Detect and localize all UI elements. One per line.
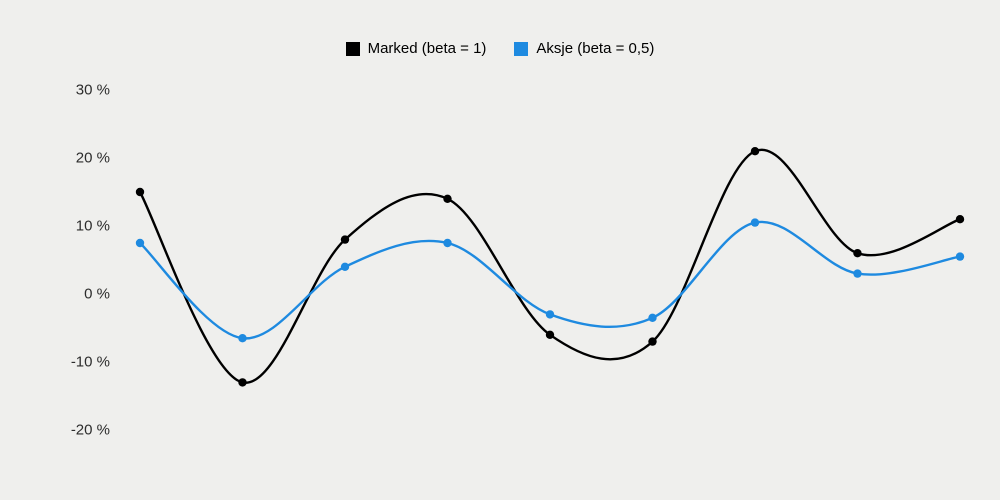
- series-marker: [136, 239, 144, 247]
- beta-line-chart: Marked (beta = 1) Aksje (beta = 0,5) 30 …: [0, 0, 1000, 500]
- series-marker: [853, 249, 861, 257]
- series-marker: [956, 252, 964, 260]
- series-marker: [546, 331, 554, 339]
- series-marker: [136, 188, 144, 196]
- series-marker: [238, 378, 246, 386]
- series-marker: [648, 314, 656, 322]
- series-marker: [751, 147, 759, 155]
- series-marker: [751, 218, 759, 226]
- series-line: [140, 222, 960, 338]
- series-marker: [443, 195, 451, 203]
- chart-plot-area: [0, 0, 1000, 500]
- series-marker: [956, 215, 964, 223]
- series-marker: [341, 235, 349, 243]
- series-marker: [546, 310, 554, 318]
- series-marker: [341, 263, 349, 271]
- series-marker: [648, 337, 656, 345]
- series-marker: [238, 334, 246, 342]
- series-marker: [853, 269, 861, 277]
- series-marker: [443, 239, 451, 247]
